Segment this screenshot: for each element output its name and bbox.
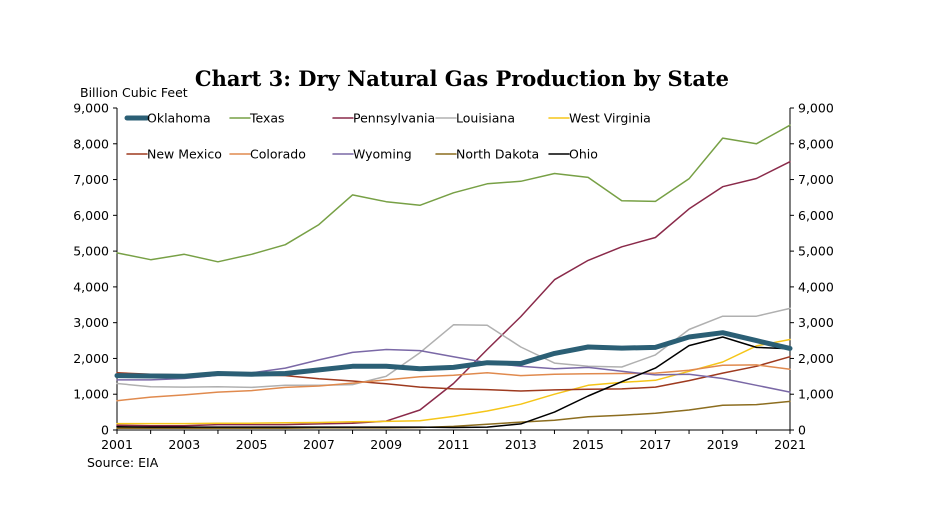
legend-label-west-virginia: West Virginia [569, 111, 651, 126]
y-tick-label-right: 4,000 [798, 279, 834, 294]
legend-label-new-mexico: New Mexico [147, 147, 222, 162]
legend-label-north-dakota: North Dakota [456, 147, 539, 162]
x-tick-label: 2017 [639, 437, 671, 452]
x-tick-label: 2019 [707, 437, 739, 452]
x-tick-label: 2015 [572, 437, 604, 452]
series-line-ohio [116, 336, 791, 429]
y-tick-label-left: 2,000 [73, 351, 109, 366]
x-tick-label: 2011 [438, 437, 470, 452]
series-line-oklahoma [114, 330, 793, 379]
y-tick-label-right: 6,000 [798, 208, 834, 223]
y-tick-label-left: 7,000 [73, 172, 109, 187]
legend-label-wyoming: Wyoming [353, 147, 412, 162]
x-tick-label: 2013 [505, 437, 537, 452]
series-line-pennsylvania [116, 160, 791, 427]
y-tick-label-left: 0 [101, 423, 109, 438]
y-tick-label-left: 4,000 [73, 279, 109, 294]
axes: 0 1,000 2,000 3,000 4,000 5,000 6,000 7,000 8,00… [73, 101, 834, 453]
y-tick-label-right: 8,000 [798, 136, 834, 151]
y-tick-label-left: 8,000 [73, 136, 109, 151]
series-line-north-dakota [116, 400, 791, 429]
x-tick-label: 2001 [101, 437, 133, 452]
y-tick-label-left: 9,000 [73, 101, 109, 116]
x-tick-label: 2003 [168, 437, 200, 452]
y-tick-label-right: 7,000 [798, 172, 834, 187]
series-line-west-virginia [116, 338, 791, 425]
y-tick-label-right: 5,000 [798, 244, 834, 259]
y-tick-label-left: 3,000 [73, 315, 109, 330]
source-note: Source: EIA [87, 455, 159, 470]
y-tick-label-right: 0 [798, 423, 806, 438]
y-axis-unit-label: Billion Cubic Feet [80, 85, 188, 100]
y-tick-label-left: 5,000 [73, 244, 109, 259]
legend-label-ohio: Ohio [569, 147, 598, 162]
legend-label-pennsylvania: Pennsylvania [353, 111, 435, 126]
series-layer [114, 124, 793, 429]
y-tick-label-right: 9,000 [798, 101, 834, 116]
x-tick-label: 2005 [236, 437, 268, 452]
legend-label-texas: Texas [249, 111, 285, 126]
chart-title: Chart 3: Dry Natural Gas Production by S… [195, 66, 729, 91]
legend-label-oklahoma: Oklahoma [147, 111, 211, 126]
y-tick-label-right: 3,000 [798, 315, 834, 330]
y-tick-label-left: 6,000 [73, 208, 109, 223]
y-tick-label-right: 1,000 [798, 387, 834, 402]
legend-label-colorado: Colorado [250, 147, 306, 162]
legend: Oklahoma Texas Pennsylvania Louisiana West V… [124, 111, 651, 162]
x-tick-label: 2021 [774, 437, 806, 452]
legend-label-louisiana: Louisiana [456, 111, 515, 126]
x-tick-label: 2007 [303, 437, 335, 452]
series-line-texas [116, 124, 791, 263]
y-tick-label-right: 2,000 [798, 351, 834, 366]
x-tick-label: 2009 [370, 437, 402, 452]
series-line-colorado [116, 364, 791, 402]
y-tick-label-left: 1,000 [73, 387, 109, 402]
